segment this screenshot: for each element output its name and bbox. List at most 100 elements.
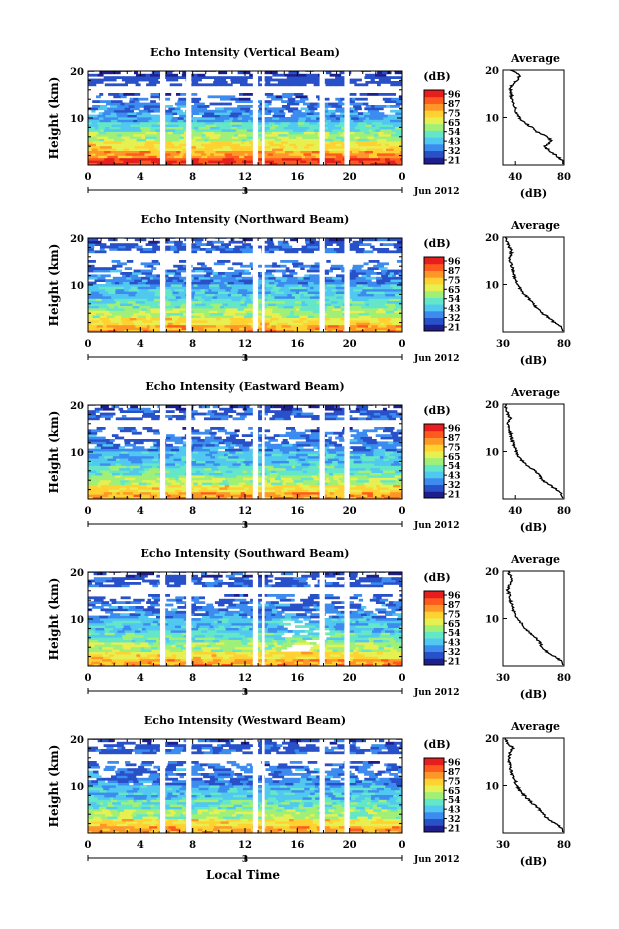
heatmap-cell <box>379 634 391 638</box>
heatmap-cell <box>291 81 302 84</box>
heatmap-cell <box>110 639 116 643</box>
heatmap-cell <box>201 484 212 488</box>
heatmap-cell <box>327 465 335 469</box>
heatmap-cell <box>115 463 122 466</box>
heatmap-cell <box>98 126 106 130</box>
heatmap-cell <box>152 322 163 326</box>
heatmap-cell <box>231 109 238 113</box>
heatmap-cell <box>136 138 147 142</box>
heatmap-cell <box>88 145 94 149</box>
heatmap-cell <box>205 124 217 127</box>
heatmap-cell <box>102 324 108 328</box>
day-label: 3 <box>242 354 248 364</box>
heatmap-cell <box>377 71 383 75</box>
heatmap-cell <box>194 661 204 664</box>
heatmap-cell <box>288 322 298 326</box>
heatmap-cell <box>355 646 360 650</box>
heatmap-cell <box>237 460 241 464</box>
heatmap-cell <box>373 264 385 268</box>
heatmap-cell <box>235 451 244 454</box>
heatmap-cell <box>174 288 185 292</box>
heatmap-cell <box>330 463 339 466</box>
heatmap-cell <box>326 644 336 648</box>
heatmap-cell <box>295 475 302 478</box>
heatmap-cell <box>150 95 163 99</box>
heatmap-cell <box>179 114 189 118</box>
heatmap-cell <box>220 470 227 473</box>
heatmap-cell <box>88 133 97 137</box>
heatmap-cell <box>335 284 342 287</box>
heatmap-cell <box>88 455 100 459</box>
heatmap-cell <box>91 429 103 433</box>
heatmap-cell <box>121 133 134 137</box>
heatmap-cell <box>378 145 390 149</box>
heatmap-cell <box>285 300 289 304</box>
heatmap-cell <box>278 143 284 147</box>
heatmap-cell <box>339 245 349 249</box>
heatmap-cell <box>291 465 296 469</box>
heatmap-cell <box>294 286 307 290</box>
heatmap-cell <box>106 441 114 445</box>
heatmap-cell <box>196 467 201 471</box>
heatmap-cell <box>237 308 245 311</box>
heatmap-cell <box>204 467 213 471</box>
heatmap-cell <box>381 630 386 633</box>
x-tick-label: 8 <box>189 506 196 517</box>
heatmap-cell <box>214 303 224 306</box>
heatmap-cell <box>102 112 112 115</box>
heatmap-cell <box>281 477 293 481</box>
heatmap-cell <box>199 305 205 309</box>
heatmap-cell <box>138 448 149 452</box>
heatmap-cell <box>268 131 273 135</box>
heatmap-cell <box>150 102 162 106</box>
heatmap-cell <box>334 465 346 469</box>
heatmap-cell <box>268 439 278 442</box>
heatmap-cell <box>92 105 97 108</box>
heatmap-cell <box>175 272 181 275</box>
heatmap-cell <box>219 491 228 495</box>
heatmap-cell <box>152 487 160 490</box>
heatmap-cell <box>211 245 220 249</box>
heatmap-cell <box>368 639 375 643</box>
heatmap-cell <box>234 133 239 137</box>
heatmap-cell <box>236 129 248 132</box>
heatmap-cell <box>357 482 365 485</box>
heatmap-cell <box>175 639 187 643</box>
heatmap-cell <box>119 157 129 161</box>
heatmap-cell <box>322 148 329 151</box>
heatmap-cell <box>315 312 323 316</box>
heatmap-cell <box>364 482 374 485</box>
heatmap-cell <box>232 308 239 311</box>
heatmap-cell <box>130 646 142 650</box>
heatmap-cell <box>172 145 183 149</box>
heatmap-cell <box>292 112 303 115</box>
heatmap-cell <box>193 126 200 130</box>
heatmap-cell <box>359 136 369 139</box>
heatmap-cell <box>308 274 320 278</box>
heatmap-cell <box>199 467 205 471</box>
heatmap-cell <box>179 310 192 314</box>
heatmap-cell <box>170 305 176 309</box>
heatmap-cell <box>110 150 123 154</box>
heatmap-cell <box>395 293 402 297</box>
colorbar-frame <box>423 256 445 332</box>
heatmap-cell <box>106 315 112 318</box>
heatmap-cell <box>276 627 288 631</box>
heatmap-cell <box>130 405 138 409</box>
heatmap-cell <box>356 308 368 311</box>
heatmap-cell <box>340 112 347 115</box>
heatmap-cell <box>204 291 211 294</box>
heatmap-cell <box>205 248 217 251</box>
heatmap-cell <box>275 291 285 294</box>
heatmap-cell <box>124 441 131 445</box>
heatmap-cell <box>357 458 363 461</box>
heatmap-cell <box>376 484 381 488</box>
heatmap-cell <box>398 136 402 139</box>
heatmap-cell <box>98 284 103 287</box>
heatmap-cell <box>231 639 242 643</box>
heatmap-cell <box>345 441 358 445</box>
heatmap-cell <box>290 121 299 125</box>
heatmap-cell <box>98 663 106 666</box>
heatmap-cell <box>262 83 270 87</box>
heatmap-cell <box>103 141 112 144</box>
